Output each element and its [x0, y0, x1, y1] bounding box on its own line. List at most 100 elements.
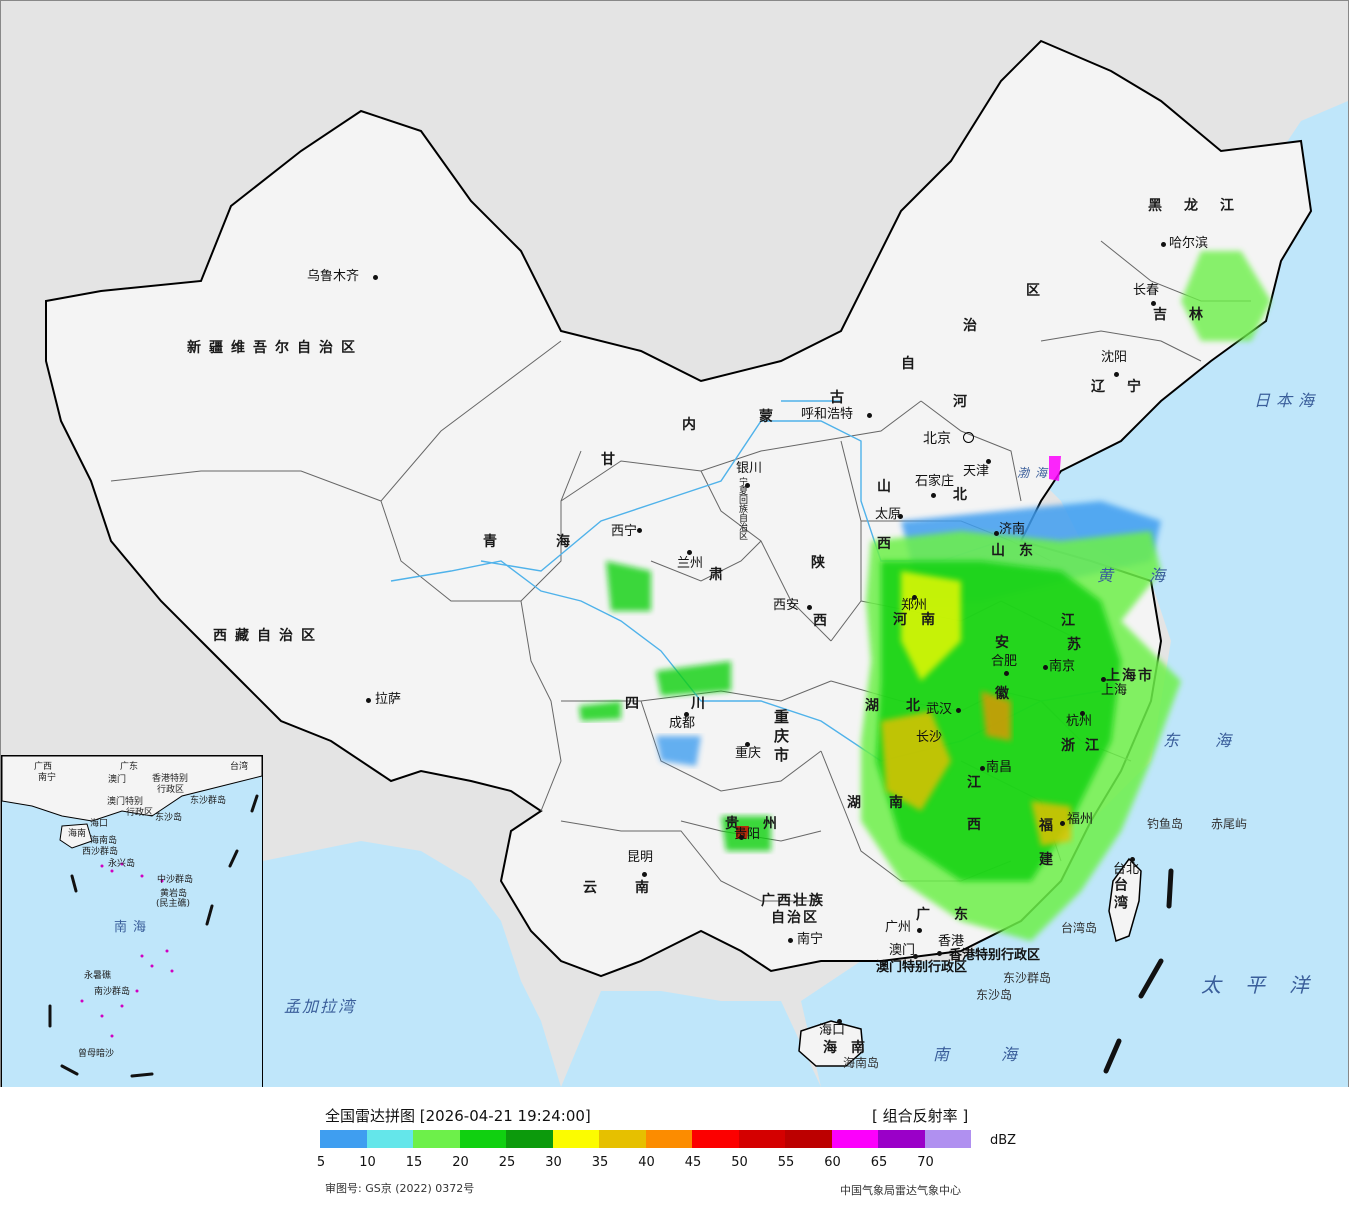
- city-dot: [986, 459, 991, 464]
- inset-label: 行政区: [157, 785, 185, 795]
- inset-label: 中沙群岛: [157, 875, 194, 885]
- city-label: 贵阳: [734, 827, 761, 842]
- color-swatch: [599, 1130, 646, 1148]
- color-swatch: [552, 1130, 599, 1148]
- island-label: 赤尾屿: [1211, 817, 1248, 831]
- province-label: 蒙: [759, 409, 781, 425]
- province-label: 区: [1026, 283, 1048, 299]
- city-label: 香港: [938, 934, 965, 949]
- color-swatch: [320, 1130, 367, 1148]
- taiwan-island: [1108, 857, 1142, 943]
- city-dot: [956, 708, 961, 713]
- inset-svg: [2, 756, 262, 1078]
- city-label: 广州: [885, 920, 912, 935]
- inset-label: 广东: [120, 762, 139, 772]
- radar-echoes: [579, 251, 1271, 941]
- color-swatch: [645, 1130, 692, 1148]
- inset-label: 西沙群岛: [82, 847, 119, 857]
- city-dot: [931, 493, 936, 498]
- inset-label: (民主礁): [156, 899, 191, 909]
- inset-label: 香港特别: [152, 774, 189, 784]
- city-dot: [637, 528, 642, 533]
- province-label: 浙江: [1061, 738, 1109, 754]
- city-label: 澳门: [889, 943, 916, 958]
- province-label: 内: [682, 417, 704, 433]
- island-label: 钓鱼岛: [1147, 817, 1184, 831]
- island-label: 东沙岛: [976, 988, 1013, 1002]
- inset-label: 海南岛: [90, 836, 118, 846]
- city-dot: [642, 872, 647, 877]
- legend-title: 全国雷达拼图 [2026-04-21 19:24:00]: [325, 1107, 591, 1125]
- city-label: 武汉: [926, 702, 953, 717]
- island-label: 台湾岛: [1061, 921, 1098, 935]
- city-label: 昆明: [627, 850, 654, 865]
- color-scale-bar: [320, 1130, 971, 1148]
- city-dot: [1043, 665, 1048, 670]
- scale-tick-label: 30: [545, 1155, 562, 1170]
- province-label: 宁夏回族自治区: [737, 477, 747, 540]
- inset-label: 澳门: [108, 775, 127, 785]
- inset-label: 广西: [34, 762, 53, 772]
- city-dot: [687, 550, 692, 555]
- island-label: 东沙群岛: [1003, 971, 1052, 985]
- sea-label: 东海: [1163, 731, 1268, 750]
- city-dot: [1161, 242, 1166, 247]
- legend-panel: 全国雷达拼图 [2026-04-21 19:24:00] [ 组合反射率 ] d…: [0, 1087, 1349, 1208]
- province-label: 云南: [583, 880, 687, 896]
- city-dot: [739, 835, 744, 840]
- city-label: 南宁: [797, 932, 824, 947]
- inset-label: 南海: [114, 920, 153, 935]
- province-label: 湖: [847, 795, 869, 811]
- city-label: 石家庄: [915, 474, 955, 489]
- province-label: 上海市: [1106, 668, 1154, 684]
- inset-label: 永兴岛: [108, 859, 136, 869]
- scale-tick-label: 65: [870, 1155, 888, 1170]
- ocean-south: [561, 991, 821, 1087]
- province-label: 福: [1039, 818, 1061, 834]
- city-dot: [373, 275, 378, 280]
- data-source: 中国气象局雷达气象中心: [840, 1184, 961, 1197]
- inset-label: 黄岩岛: [160, 889, 188, 899]
- city-label: 哈尔滨: [1169, 236, 1209, 251]
- province-label: 建: [1039, 852, 1061, 868]
- city-label: 重庆: [735, 746, 762, 761]
- city-label: 济南: [999, 522, 1026, 537]
- province-label: 香港特别行政区: [949, 948, 1041, 963]
- province-label: 西藏自治区: [213, 628, 323, 644]
- province-label: 北: [906, 698, 928, 714]
- china-map: [45, 39, 1348, 1087]
- city-label: 杭州: [1066, 714, 1093, 729]
- province-label: 海: [556, 534, 578, 550]
- province-label: 广西壮族: [761, 893, 825, 909]
- south-sea-inset: 广西 南宁 广东 澳门 香港特别 行政区 台湾 澳门特别 行政区 东沙群岛 东沙…: [1, 755, 263, 1087]
- province-label: 西: [813, 613, 835, 629]
- city-dot: [898, 514, 903, 519]
- city-dot: [807, 605, 812, 610]
- city-dot: [1151, 301, 1156, 306]
- inset-label: 东沙岛: [155, 813, 183, 823]
- hainan-island: [798, 1020, 864, 1067]
- city-dot: [913, 954, 918, 959]
- city-dot: [912, 595, 917, 600]
- city-label: 上海: [1101, 683, 1128, 698]
- sea-label: 渤海: [1017, 466, 1054, 480]
- province-label: 甘: [601, 452, 623, 468]
- province-label: 西: [877, 536, 899, 552]
- scale-tick-label: 40: [638, 1155, 655, 1170]
- province-label: 湖: [865, 698, 887, 714]
- city-dot: [1060, 821, 1065, 826]
- province-label: 河南: [893, 612, 949, 628]
- sea-label: 孟加拉湾: [284, 997, 357, 1016]
- province-label: 新疆维吾尔自治区: [187, 340, 363, 356]
- ocean-bengal: [263, 841, 561, 1087]
- province-label: 河: [953, 394, 975, 410]
- scale-tick-label: 20: [452, 1155, 469, 1170]
- province-label: 江: [967, 775, 989, 791]
- color-swatch: [692, 1130, 739, 1148]
- inset-label: 南沙群岛: [94, 987, 131, 997]
- city-label: 天津: [963, 464, 990, 479]
- province-label: 台湾: [1112, 877, 1128, 913]
- province-label: 辽宁: [1091, 379, 1163, 395]
- inset-label: 曾母暗沙: [78, 1049, 115, 1059]
- inset-label: 永暑礁: [84, 971, 112, 981]
